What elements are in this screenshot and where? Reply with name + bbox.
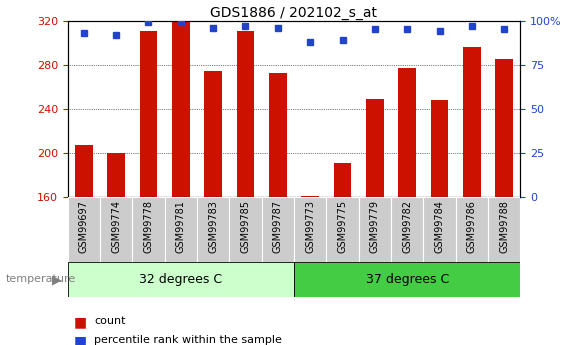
Bar (495, 59, 513, 197)
Bar (391, 197, 423, 262)
Text: GSM99779: GSM99779 (370, 200, 380, 253)
Bar (488, 197, 520, 262)
Bar (269, 73, 287, 197)
Text: GSM99775: GSM99775 (338, 200, 348, 253)
Text: 37 degrees C: 37 degrees C (366, 273, 449, 286)
Text: GSM99784: GSM99784 (435, 200, 445, 253)
Bar (398, 68, 416, 197)
Text: GSM99787: GSM99787 (273, 200, 283, 253)
Text: GSM99697: GSM99697 (79, 200, 89, 253)
Text: ■: ■ (74, 335, 86, 345)
Bar (366, 99, 384, 197)
Bar (132, 197, 165, 262)
Title: GDS1886 / 202102_s_at: GDS1886 / 202102_s_at (211, 6, 377, 20)
Text: ■: ■ (74, 316, 86, 330)
Text: GSM99781: GSM99781 (176, 200, 186, 253)
Text: GSM99783: GSM99783 (208, 200, 218, 253)
Text: GSM99785: GSM99785 (240, 200, 250, 253)
Bar (100, 197, 132, 262)
Bar (229, 197, 262, 262)
Bar (75, 145, 93, 197)
Bar (172, 21, 190, 197)
Bar (68, 262, 294, 297)
Text: GSM99774: GSM99774 (111, 200, 121, 253)
Bar (139, 31, 158, 197)
Bar (294, 262, 520, 297)
Text: ▶: ▶ (52, 273, 62, 286)
Bar (294, 197, 326, 262)
Bar (430, 100, 449, 197)
Text: GSM99788: GSM99788 (499, 200, 509, 253)
Text: count: count (94, 316, 126, 326)
Bar (463, 47, 481, 197)
Text: 32 degrees C: 32 degrees C (139, 273, 222, 286)
Bar (68, 197, 100, 262)
Bar (204, 71, 222, 197)
Text: GSM99782: GSM99782 (402, 200, 412, 253)
Bar (262, 197, 294, 262)
Text: GSM99786: GSM99786 (467, 200, 477, 253)
Bar (359, 197, 391, 262)
Bar (423, 197, 456, 262)
Bar (326, 197, 359, 262)
Bar (333, 162, 352, 197)
Text: percentile rank within the sample: percentile rank within the sample (94, 335, 282, 345)
Bar (301, 196, 319, 197)
Bar (197, 197, 229, 262)
Bar (236, 31, 255, 197)
Text: temperature: temperature (6, 275, 76, 284)
Bar (107, 152, 125, 197)
Bar (165, 197, 197, 262)
Text: GSM99773: GSM99773 (305, 200, 315, 253)
Bar (456, 197, 488, 262)
Text: GSM99778: GSM99778 (143, 200, 153, 253)
